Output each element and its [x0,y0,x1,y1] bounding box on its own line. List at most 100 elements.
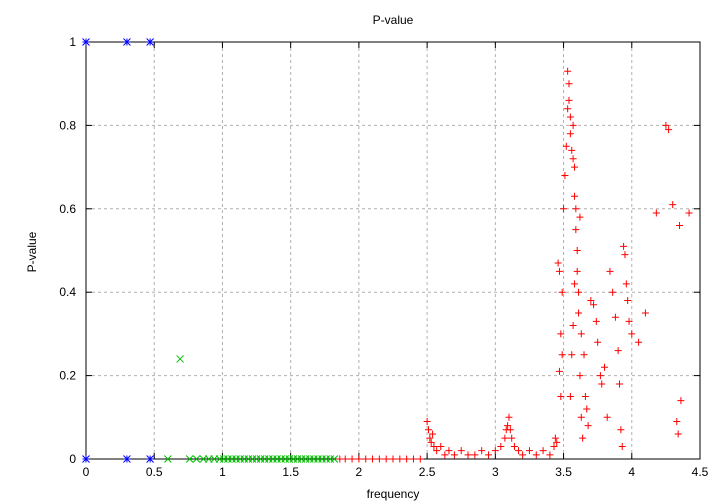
data-point-plus [560,205,568,213]
data-point-plus [665,126,673,134]
data-point-plus [416,455,424,463]
data-point-plus [606,267,614,275]
data-point-plus [635,338,643,346]
data-point-plus [561,171,569,179]
data-point-plus [471,451,479,459]
x-tick-label: 3.5 [555,465,572,479]
x-tick-label: 1.5 [282,465,299,479]
y-tick-label: 0 [69,452,76,466]
data-point-plus [539,447,547,455]
data-point-plus [566,130,574,138]
data-point-plus [573,247,581,254]
data-point-plus [592,317,600,325]
data-point-asterisk [123,455,131,463]
data-point-plus [614,347,622,355]
data-point-plus [423,417,431,425]
data-point-plus [557,330,565,338]
data-point-asterisk [146,38,154,46]
x-tick-label: 4.5 [692,465,709,479]
data-point-plus [375,455,383,463]
data-point-plus [570,163,578,171]
data-point-plus [662,121,670,129]
data-point-plus [618,442,626,450]
x-tick-label: 0.5 [146,465,163,479]
data-point-plus [572,205,580,213]
data-point-plus [445,447,453,455]
data-point-plus [566,392,574,400]
data-point-plus [562,142,570,150]
data-point-plus [532,451,540,459]
data-point-plus [572,226,580,234]
data-point-plus [557,392,565,400]
y-axis-label: P-value [25,231,39,272]
data-point-plus [424,426,432,434]
data-point-plus [505,413,513,421]
data-point-plus [427,438,435,446]
data-point-plus [577,413,585,421]
data-point-plus [430,442,438,450]
data-point-plus [362,455,370,463]
data-point-plus [577,330,585,338]
data-point-plus [437,442,445,450]
data-point-plus [565,80,573,88]
data-point-plus [441,451,449,459]
y-tick-label: 0.2 [59,369,76,383]
data-point-plus [501,434,509,442]
data-point-plus [569,121,577,129]
data-point-plus [555,267,563,275]
data-point-plus [622,280,630,288]
data-point-plus [554,259,562,267]
data-point-plus [625,317,633,325]
axis-ticks: 0 0.5 1 1.5 2 2.5 3 3.5 4 4.5 0 0.2 0.4 0.6 0.8 1 [59,35,708,479]
data-point-plus [570,280,578,288]
data-point-x [185,455,194,463]
data-point-plus [587,297,595,305]
data-point-plus [389,455,397,463]
data-point-asterisk [82,38,90,46]
x-tick-label: 2.5 [419,465,436,479]
data-point-plus [590,301,598,309]
y-tick-label: 0.6 [59,202,76,216]
y-tick-label: 1 [69,35,76,49]
data-point-plus [341,455,349,463]
data-point-plus [555,367,563,375]
data-point-plus [641,309,649,317]
data-point-plus [566,113,574,121]
data-point-x [204,455,213,463]
data-point-plus [596,372,604,380]
data-point-plus [652,209,660,217]
data-point-plus [478,447,486,455]
data-point-plus [396,455,404,463]
data-point-plus [576,213,584,221]
data-point-plus [564,67,572,75]
data-point-plus [464,451,472,459]
y-tick-label: 0.8 [59,118,76,132]
data-point-plus [673,417,681,425]
data-point-plus [624,297,632,305]
data-point-plus [600,363,608,371]
data-point-plus [525,447,533,455]
data-point-plus [515,447,523,455]
data-point-x [199,455,208,463]
data-point-plus [669,201,677,209]
data-point-plus [576,372,584,380]
data-point-plus [594,338,602,346]
data-point-plus [382,455,390,463]
data-point-asterisk [82,455,90,463]
data-point-plus [429,430,437,438]
data-point-plus [609,288,617,296]
data-point-plus [426,434,434,442]
data-point-plus [450,451,458,459]
x-tick-label: 0 [83,465,90,479]
data-point-x [210,455,219,463]
data-point-plus [569,322,577,330]
x-tick-label: 1 [219,465,226,479]
data-point-plus [433,447,441,455]
data-point-plus [677,397,685,405]
x-axis-label: frequency [367,487,420,501]
data-point-plus [504,422,512,430]
data-point-plus [508,434,516,442]
data-point-plus [348,455,356,463]
data-point-plus [575,309,583,317]
